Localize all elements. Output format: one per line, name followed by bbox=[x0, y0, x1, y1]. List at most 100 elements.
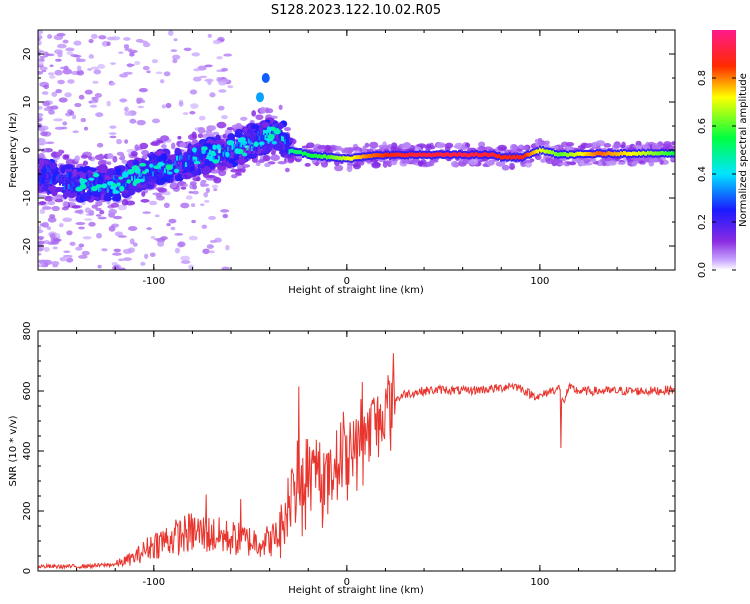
spectrogram-ridge bbox=[485, 152, 487, 157]
spectrogram-ridge bbox=[471, 152, 474, 157]
spectrogram-ridge bbox=[588, 151, 591, 156]
spectrogram-bright-blob bbox=[133, 165, 138, 171]
spectrogram-halo-blob bbox=[581, 157, 590, 161]
spectrogram-ridge bbox=[645, 151, 648, 156]
spectrogram-ridge bbox=[416, 152, 418, 157]
spectrogram-ridge bbox=[365, 154, 367, 159]
spectrogram-ridge bbox=[72, 181, 75, 187]
spectrogram-ridge bbox=[665, 150, 667, 155]
spectrogram-halo-blob bbox=[121, 159, 128, 164]
spectrogram-ridge bbox=[636, 152, 639, 157]
spectrogram-ridge bbox=[266, 131, 268, 137]
spectrogram-noise-blob bbox=[38, 30, 44, 35]
spectrogram-ridge bbox=[123, 183, 126, 189]
spectrogram-ridge bbox=[224, 149, 226, 155]
colorbar-tick-label: 0.2 bbox=[697, 214, 708, 230]
spectrogram-bright-blob bbox=[241, 152, 248, 157]
spectrogram-ridge bbox=[654, 151, 657, 156]
spectrogram-noise-blob bbox=[118, 51, 124, 54]
spectrogram-ridge bbox=[228, 153, 231, 159]
spectrogram-ridge bbox=[425, 152, 427, 157]
spectrogram-halo-blob bbox=[509, 162, 515, 167]
spectrogram-blob bbox=[72, 168, 78, 177]
spectrogram-ridge bbox=[641, 151, 643, 156]
spectrogram-ridge bbox=[173, 167, 175, 173]
spectrogram-noise-blob bbox=[88, 100, 93, 104]
spectrogram-noise-blob bbox=[87, 68, 93, 71]
spectrogram-noise-blob bbox=[124, 106, 129, 112]
spectrogram-ridge bbox=[387, 152, 390, 157]
spectrogram-ridge bbox=[113, 175, 115, 181]
spectrogram-x-axis-label: Height of straight line (km) bbox=[288, 285, 424, 296]
spectrogram-halo-blob bbox=[218, 169, 227, 177]
spectrogram-ridge bbox=[107, 187, 109, 193]
spectrogram-ridge bbox=[554, 152, 556, 157]
spectrogram-noise-blob bbox=[66, 51, 74, 55]
spectrogram-ridge bbox=[414, 152, 417, 157]
spectrogram-blob bbox=[135, 183, 147, 189]
spectrogram-ridge bbox=[437, 152, 439, 157]
spectrogram-ridge bbox=[218, 155, 220, 161]
spectrogram-halo-blob bbox=[231, 124, 242, 130]
spectrogram-halo-blob bbox=[621, 141, 626, 148]
spectrogram-bright-blob bbox=[122, 171, 129, 178]
spectrogram-ridge bbox=[534, 149, 537, 154]
spectrogram-noise-blob bbox=[149, 252, 156, 257]
spectrogram-noise-blob bbox=[117, 204, 127, 211]
spectrogram-noise-blob bbox=[59, 66, 69, 70]
spectrogram-blob bbox=[185, 167, 191, 173]
spectrogram-ridge bbox=[378, 153, 381, 158]
spectrogram-noise-blob bbox=[78, 243, 85, 248]
spectrogram-ridge bbox=[620, 151, 622, 156]
spectrogram-bright-blob bbox=[119, 185, 125, 192]
spectrogram-noise-blob bbox=[38, 226, 42, 230]
spectrogram-blob bbox=[39, 159, 45, 166]
spectrogram-ridge bbox=[314, 153, 316, 158]
spectrogram-halo-blob bbox=[197, 127, 206, 134]
spectrogram-ridge bbox=[527, 152, 529, 157]
spectrogram-halo-blob bbox=[177, 135, 182, 140]
spectrogram-ridge bbox=[429, 153, 432, 158]
spectrogram-halo-blob bbox=[671, 141, 675, 146]
spectrogram-y-tick-label: 0 bbox=[22, 147, 33, 153]
spectrogram-noise-blob bbox=[114, 231, 124, 237]
spectrogram-ridge bbox=[344, 156, 346, 161]
spectrogram-ridge bbox=[312, 153, 315, 158]
spectrogram-ridge bbox=[528, 152, 531, 157]
spectrogram-halo-blob bbox=[206, 174, 216, 179]
spectrogram-ridge bbox=[174, 160, 177, 166]
spectrogram-bright-blob bbox=[206, 155, 214, 160]
spectrogram-noise-blob bbox=[180, 260, 191, 264]
spectrogram-noise-blob bbox=[95, 200, 103, 207]
spectrogram-halo-blob bbox=[259, 106, 267, 114]
spectrogram-ridge bbox=[380, 153, 382, 158]
spectrogram-noise-blob bbox=[39, 223, 45, 227]
spectrogram-ridge bbox=[285, 146, 288, 152]
spectrogram-noise-blob bbox=[198, 115, 206, 121]
spectrogram-halo-blob bbox=[317, 145, 327, 150]
spectrogram-bright-blob bbox=[80, 178, 88, 183]
spectrogram-noise-blob bbox=[190, 103, 199, 109]
spectrogram-halo-blob bbox=[497, 163, 506, 167]
spectrogram-ridge bbox=[512, 155, 514, 160]
spectrogram-ridge bbox=[632, 151, 634, 156]
spectrogram-bright-blob bbox=[234, 148, 241, 154]
spectrogram-ridge bbox=[65, 182, 67, 188]
spectrogram-ridge bbox=[540, 148, 543, 153]
spectrogram-halo-blob bbox=[284, 167, 290, 173]
colorbar-label: Normalized spectral amplitude bbox=[738, 73, 749, 227]
spectrogram-blob bbox=[81, 192, 92, 202]
spectrogram-noise-blob bbox=[160, 79, 165, 84]
figure-title: S128.2023.122.10.02.R05 bbox=[271, 3, 441, 18]
spectrogram-ridge bbox=[489, 152, 492, 157]
spectrogram-ridge bbox=[614, 151, 616, 156]
spectrogram-ridge bbox=[311, 153, 313, 158]
spectrogram-noise-blob bbox=[168, 30, 174, 36]
spectrogram-ridge bbox=[629, 151, 631, 156]
spectrogram-ridge bbox=[474, 152, 477, 157]
spectrogram-ridge bbox=[533, 150, 535, 155]
spectrogram-noise-blob bbox=[202, 248, 210, 255]
spectrogram-ridge bbox=[438, 152, 441, 157]
spectrogram-ridge bbox=[189, 159, 192, 165]
spectrogram-ridge bbox=[459, 152, 462, 157]
